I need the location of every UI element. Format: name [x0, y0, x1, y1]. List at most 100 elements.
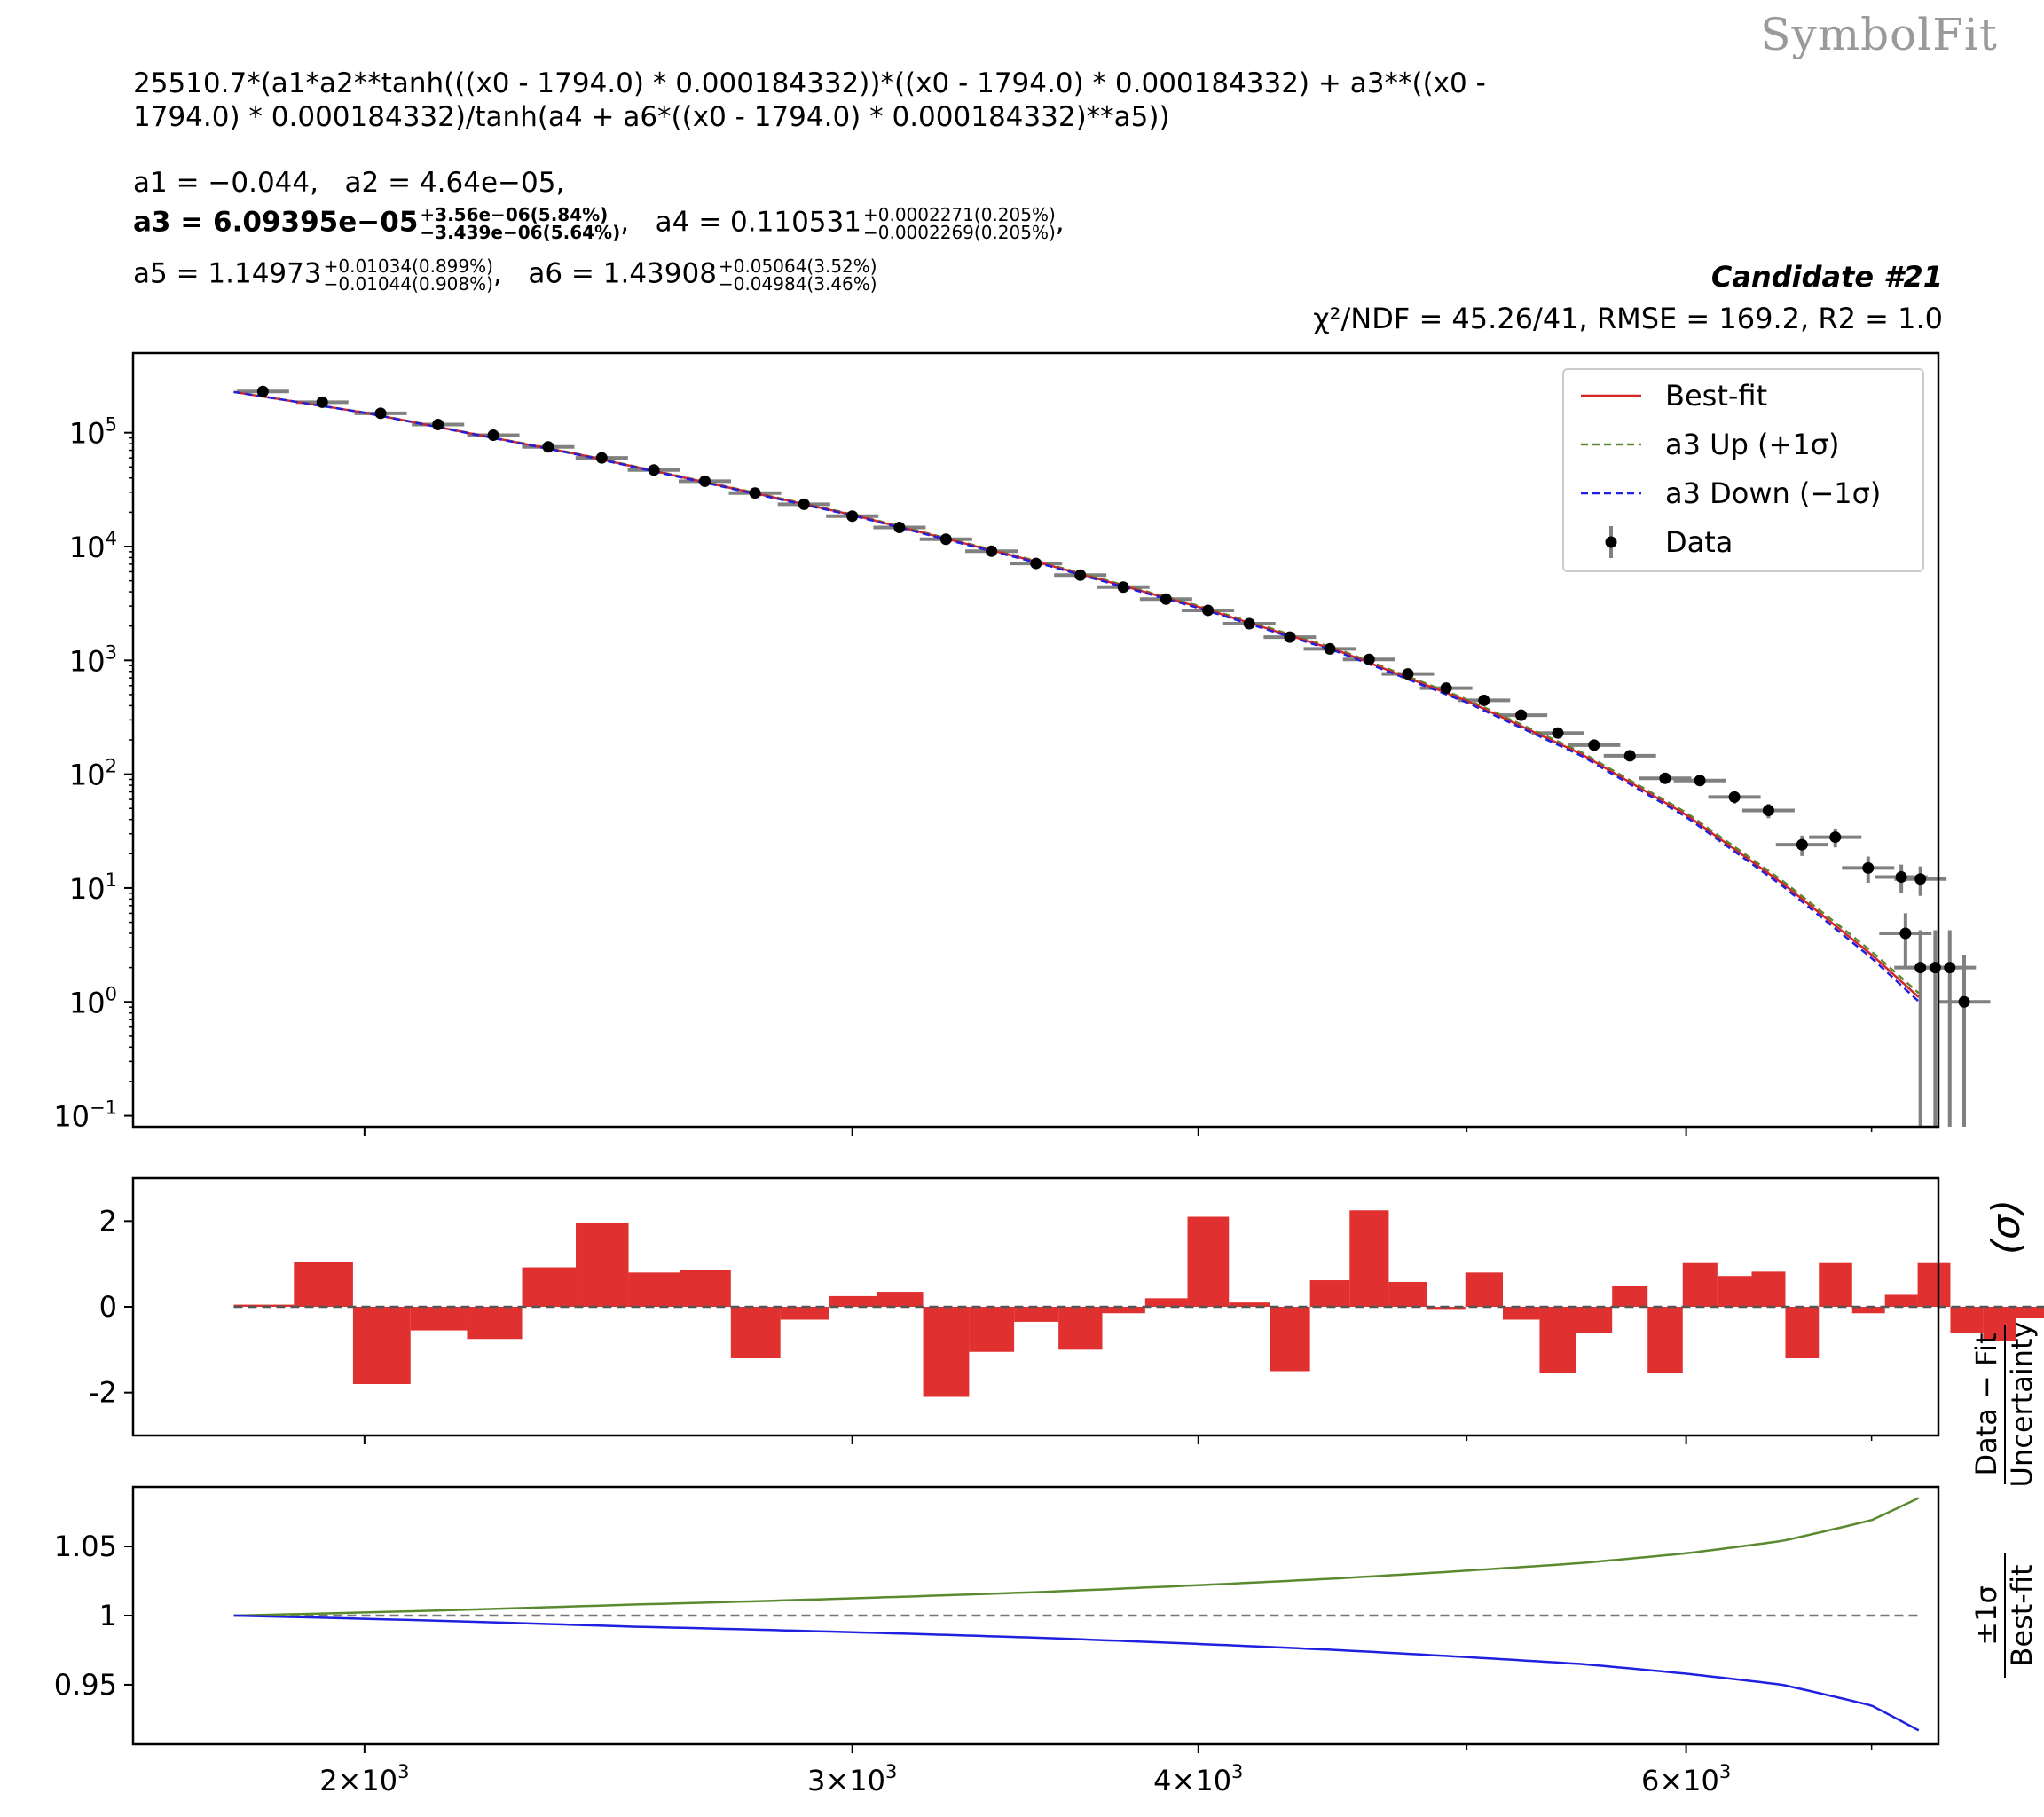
- residual-bar: [1751, 1271, 1786, 1307]
- data-point: [374, 407, 387, 420]
- residual-bar: [1349, 1210, 1389, 1307]
- data-point: [1324, 642, 1336, 655]
- data-point: [1117, 581, 1129, 594]
- param-a6: a6 = 1.43908: [528, 257, 717, 290]
- residual-bar: [1950, 1307, 1984, 1333]
- residual-bar: [1144, 1298, 1188, 1307]
- data-point: [1862, 861, 1875, 874]
- param-a5-up: +0.01034(0.899%): [323, 256, 493, 277]
- residual-bar: [680, 1270, 731, 1307]
- main-panel: 10−1 100 101 102 103 104 105 Best-fit a3 Up (+1σ…: [53, 351, 1991, 1136]
- main-ytick-label: 101: [69, 869, 117, 906]
- residual-bar: [1717, 1276, 1752, 1307]
- ratio-panel: 1.05 1 0.95 2×103 3×103 4×103 6×103 ±1σ Best-fit: [54, 1485, 2039, 1797]
- params-row-3: a5 = 1.14973 +0.01034(0.899%) −0.01044(0.9…: [133, 256, 877, 295]
- data-point: [1243, 617, 1255, 630]
- main-ytick-label: 102: [69, 756, 117, 792]
- main-ytick-label: 10−1: [53, 1097, 117, 1134]
- residual-bar: [1229, 1302, 1270, 1307]
- data-point: [1202, 604, 1215, 617]
- param-a4: a4 = 0.110531: [655, 206, 861, 239]
- data-point: [1440, 682, 1452, 695]
- data-point: [256, 385, 269, 397]
- residual-bar: [1983, 1307, 2016, 1341]
- param-a5: a5 = 1.14973: [133, 257, 322, 290]
- data-point: [1363, 653, 1375, 665]
- ratio-ylabel: ±1σ Best-fit: [1969, 1553, 2039, 1678]
- main-ytick-label: 103: [69, 641, 117, 678]
- residual-bar: [628, 1272, 680, 1307]
- data-point: [1829, 831, 1842, 844]
- data-point: [986, 545, 998, 557]
- legend-label: Data: [1665, 525, 1733, 559]
- residual-bar: [1647, 1307, 1683, 1373]
- main-ytick-label: 100: [69, 983, 117, 1019]
- residual-ylabel-sigma: (σ): [1984, 1200, 2029, 1255]
- residual-ylabel-denominator: Uncertainty: [2005, 1322, 2039, 1488]
- data-point: [1284, 631, 1296, 643]
- candidate-label: Candidate #21: [1710, 260, 1943, 294]
- ratio-xtick-label: 2×103: [319, 1761, 409, 1797]
- residual-bar: [1851, 1307, 1885, 1314]
- param-a3-down: −3.439e−06(5.64%): [420, 222, 621, 243]
- data-point: [1623, 750, 1636, 762]
- data-point: [846, 510, 859, 523]
- residual-bar: [923, 1307, 970, 1397]
- residual-bar: [1058, 1307, 1103, 1350]
- data-point: [1914, 962, 1927, 974]
- residual-bar: [576, 1223, 629, 1307]
- residual-bar: [522, 1267, 577, 1307]
- residual-bar: [352, 1307, 411, 1384]
- ratio-ylabel-denominator: Best-fit: [2005, 1564, 2039, 1666]
- ratio-xtick-label: 3×103: [807, 1761, 897, 1797]
- data-point: [699, 475, 711, 487]
- residual-bar: [969, 1307, 1015, 1352]
- legend-label: a3 Down (−1σ): [1665, 476, 1881, 510]
- residual-bar: [1187, 1216, 1230, 1307]
- residual-bar: [1884, 1294, 1918, 1307]
- data-point: [939, 533, 952, 546]
- data-point: [1478, 694, 1490, 706]
- residual-bar: [730, 1307, 781, 1358]
- ratio-down-curve: [233, 1614, 1920, 1732]
- data-point: [798, 498, 810, 510]
- data-point: [1402, 668, 1414, 680]
- data-point: [1914, 873, 1927, 885]
- data-point: [1552, 727, 1564, 739]
- data-point: [1659, 772, 1671, 784]
- residual-bar: [467, 1307, 523, 1340]
- data-point: [1899, 927, 1912, 940]
- data-point: [316, 396, 328, 408]
- residual-panel: 2 0 -2 Data − Fit Uncertainty (σ): [89, 1176, 2044, 1488]
- residual-bar: [1539, 1307, 1576, 1373]
- data-point: [893, 522, 906, 534]
- data-point: [1030, 557, 1042, 570]
- param-a3-up: +3.56e−06(5.84%): [420, 204, 609, 225]
- legend-point: [1605, 536, 1617, 548]
- data-point: [749, 487, 761, 499]
- residual-bar: [1270, 1307, 1310, 1372]
- param-a6-down: −0.04984(3.46%): [718, 273, 877, 295]
- ratio-ytick-label: 1: [99, 1599, 117, 1632]
- ratio-ytick-label: 1.05: [54, 1530, 117, 1563]
- param-a2: a2 = 4.64e−05,: [344, 167, 565, 199]
- data-point: [1796, 838, 1808, 851]
- residual-bar: [1785, 1307, 1820, 1358]
- residual-bar: [1014, 1307, 1059, 1322]
- data-point: [1762, 805, 1774, 817]
- param-a6-uncertainty: +0.05064(3.52%) −0.04984(3.46%): [719, 257, 877, 293]
- data-point: [487, 429, 499, 442]
- data-point: [595, 452, 608, 464]
- residual-bar: [1309, 1280, 1350, 1307]
- param-a1: a1 = −0.044,: [133, 167, 318, 199]
- residual-bar: [1388, 1281, 1427, 1307]
- legend-label: a3 Up (+1σ): [1665, 428, 1839, 461]
- data-point: [1944, 962, 1956, 974]
- a3-down-curve: [233, 390, 1920, 1003]
- ratio-ylabel-numerator: ±1σ: [1969, 1585, 2003, 1645]
- residual-ylabel: Data − Fit Uncertainty (σ): [1969, 1200, 2039, 1488]
- data-point: [1958, 995, 1970, 1008]
- residual-bar: [1102, 1307, 1145, 1314]
- residual-bar: [1917, 1262, 1951, 1307]
